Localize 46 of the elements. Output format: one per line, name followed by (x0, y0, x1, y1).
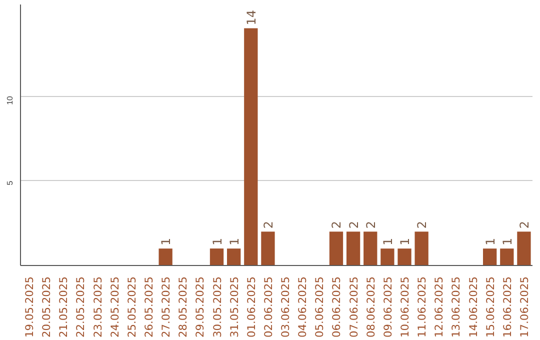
x-tick-label: 05.06.2025 (313, 276, 326, 338)
data-label: 2 (415, 220, 430, 229)
x-tick-label: 12.06.2025 (432, 276, 446, 338)
x-tick-label: 11.06.2025 (416, 276, 429, 338)
data-label: 1 (227, 238, 242, 246)
x-tick-label: 06.06.2025 (330, 276, 344, 338)
x-tick-label: 10.06.2025 (398, 276, 412, 338)
data-label: 2 (261, 220, 276, 229)
x-tick-label: 09.06.2025 (381, 276, 394, 338)
x-tick-label: 21.05.2025 (57, 276, 70, 338)
x-tick-label: 24.05.2025 (108, 276, 122, 338)
data-label: 14 (244, 10, 258, 26)
x-tick-label: 13.06.2025 (450, 276, 463, 338)
x-tick-label: 29.05.2025 (194, 276, 207, 338)
data-label: 2 (346, 220, 361, 229)
x-tick-label: 23.05.2025 (91, 276, 104, 338)
data-label: 1 (398, 238, 412, 246)
y-tick-label: 5 (6, 180, 14, 186)
x-tick-label: 25.05.2025 (125, 276, 138, 338)
data-label: 1 (159, 238, 174, 246)
x-tick-label: 19.05.2025 (23, 276, 36, 338)
x-tick-label: 04.06.2025 (296, 276, 310, 338)
x-tick-label: 14.06.2025 (466, 276, 480, 338)
x-tick-label: 07.06.2025 (347, 276, 360, 338)
data-label: 1 (500, 238, 514, 246)
data-label: 2 (517, 220, 532, 229)
x-tick-label: 08.06.2025 (364, 276, 378, 338)
data-label: 2 (330, 220, 344, 229)
x-tick-label: 26.05.2025 (142, 276, 156, 338)
x-tick-label: 01.06.2025 (244, 276, 258, 338)
x-tick-label: 15.06.2025 (484, 276, 497, 338)
x-tick-label: 27.05.2025 (160, 276, 173, 338)
data-label: 1 (483, 238, 498, 246)
x-tick-label: 31.05.2025 (228, 276, 241, 338)
data-label: 1 (380, 238, 395, 246)
x-tick-label: 20.05.2025 (40, 276, 54, 338)
y-tick-label: 10 (6, 95, 14, 105)
data-label: 1 (210, 238, 224, 246)
x-tick-label: 16.06.2025 (500, 276, 514, 338)
x-tick-label: 03.06.2025 (279, 276, 292, 338)
x-tick-label: 22.05.2025 (74, 276, 88, 338)
x-tick-label: 28.05.2025 (176, 276, 190, 338)
x-tick-label: 17.06.2025 (518, 276, 531, 338)
x-tick-label: 02.06.2025 (262, 276, 275, 338)
data-label: 2 (364, 220, 378, 229)
x-tick-label: 30.05.2025 (210, 276, 224, 338)
